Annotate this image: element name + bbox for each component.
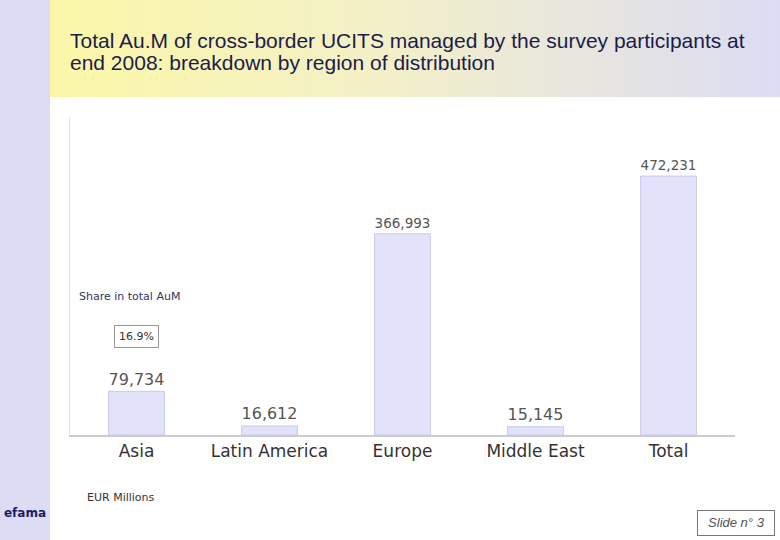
svg-text:79,734: 79,734: [109, 370, 165, 389]
html-text:Slide n° 3: Slide n° 3: [708, 515, 764, 530]
svg-text:16,612: 16,612: [242, 404, 298, 423]
svg-text:16.9%: 16.9%: [119, 330, 154, 343]
svg-text:Asia: Asia: [119, 441, 155, 461]
html-text:Total Au.M of cross-border UCI: Total Au.M of cross-border UCITS managed…: [70, 29, 745, 74]
svg-text:Latin America: Latin America: [211, 441, 329, 461]
svg-text:Total: Total: [648, 441, 689, 461]
svg-text:EUR Millions: EUR Millions: [87, 491, 155, 504]
svg-text:Middle East: Middle East: [486, 441, 585, 461]
svg-text:366,993: 366,993: [375, 215, 431, 231]
svg-text:Europe: Europe: [373, 441, 433, 461]
svg-text:15,145: 15,145: [508, 405, 564, 424]
svg-text:Share in total AuM: Share in total AuM: [79, 290, 180, 303]
html-text:efama: efama: [4, 506, 46, 520]
svg-text:472,231: 472,231: [641, 157, 697, 173]
